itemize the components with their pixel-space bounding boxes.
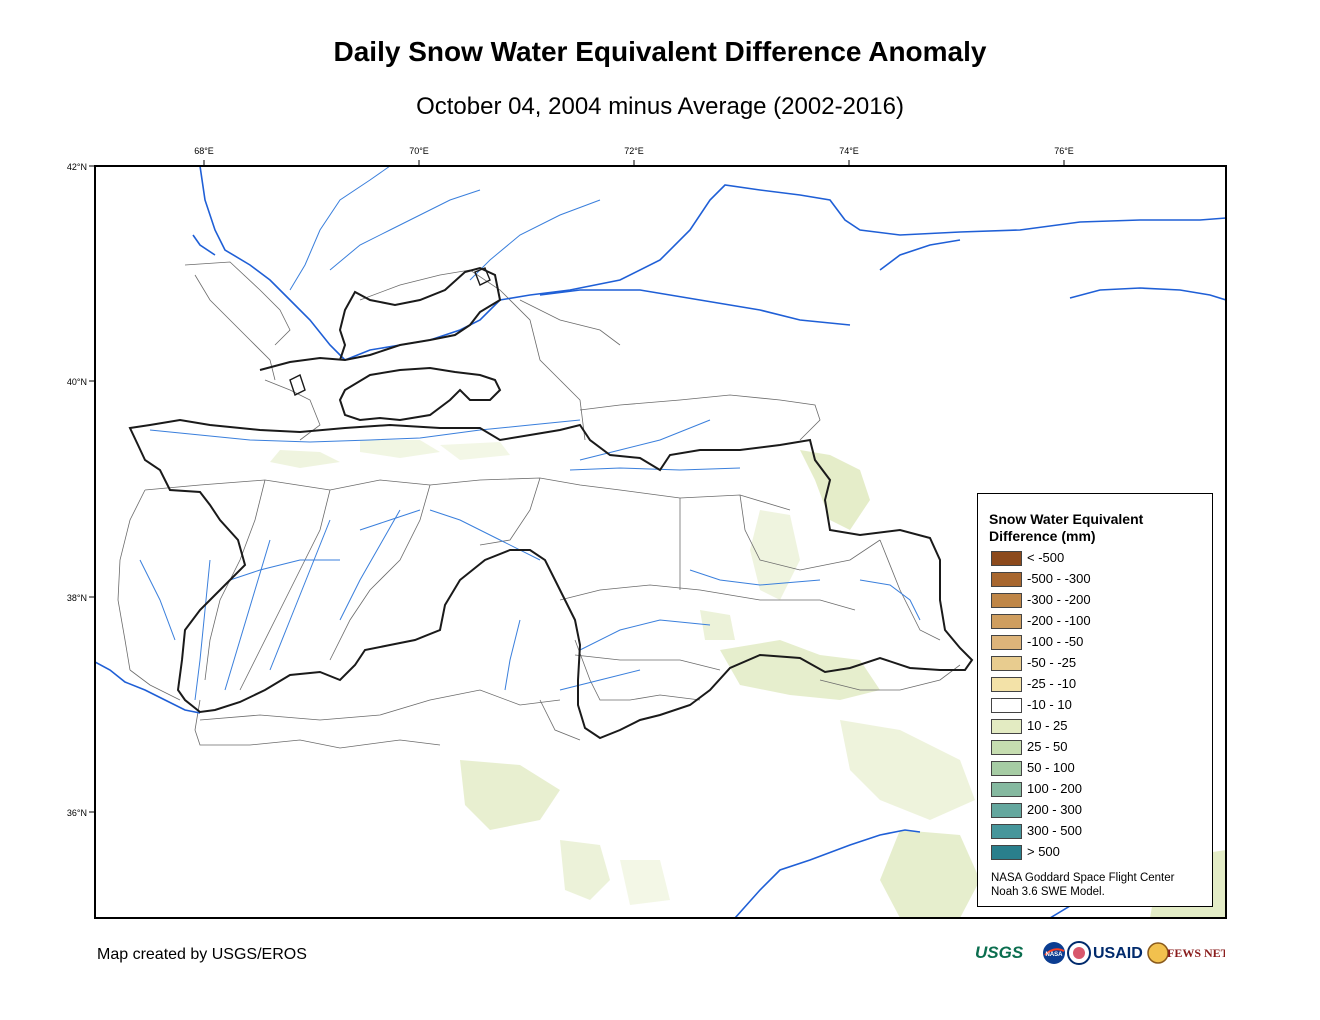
map-frame <box>94 165 1227 919</box>
legend-label: > 500 <box>1027 844 1060 859</box>
legend-box: Snow Water Equivalent Difference (mm) < … <box>977 493 1213 907</box>
usaid-logo: USAID <box>1067 941 1143 965</box>
lon-tick-label-72: 72°E <box>624 146 644 156</box>
lon-tick-label-70: 70°E <box>409 146 429 156</box>
legend-label: -25 - -10 <box>1027 676 1077 691</box>
tributaries <box>139 166 921 701</box>
usgs-logo-text: USGS <box>975 943 1024 962</box>
legend-title-line1: Snow Water Equivalent <box>989 511 1144 527</box>
legend-swatch <box>991 803 1022 818</box>
legend-swatch <box>991 719 1022 734</box>
legend-swatch <box>991 635 1022 650</box>
nasa-logo-text: NASA <box>1045 952 1063 958</box>
legend-swatch <box>991 824 1022 839</box>
map-title: Daily Snow Water Equivalent Difference A… <box>333 36 987 67</box>
legend-swatch <box>991 845 1022 860</box>
legend-label: -50 - -25 <box>1027 655 1077 670</box>
legend-label: 100 - 200 <box>1027 781 1082 796</box>
legend-label: -10 - 10 <box>1027 697 1072 712</box>
lat-tick-label-38: 38°N <box>67 593 87 603</box>
legend-swatch <box>991 677 1022 692</box>
legend-label: < -500 <box>1027 550 1065 565</box>
lon-tick-label-76: 76°E <box>1054 146 1074 156</box>
legend-label: 300 - 500 <box>1027 823 1082 838</box>
nasa-logo: NASA <box>1043 942 1065 964</box>
legend-label: 200 - 300 <box>1027 802 1082 817</box>
legend-swatch <box>991 614 1022 629</box>
credit-line1: NASA Goddard Space Flight Center <box>991 872 1175 884</box>
legend-title: Snow Water Equivalent Difference (mm) <box>989 511 1189 545</box>
lon-tick-label-68: 68°E <box>194 146 214 156</box>
credit-line2: Noah 3.6 SWE Model. <box>991 886 1105 898</box>
legend-swatch <box>991 656 1022 671</box>
legend-swatch <box>991 761 1022 776</box>
legend-swatch <box>991 551 1022 566</box>
legend-label: -300 - -200 <box>1027 592 1091 607</box>
usgs-logo: USGS <box>975 943 1024 962</box>
legend-label: -500 - -300 <box>1027 571 1091 586</box>
lon-tick-label-74: 74°E <box>839 146 859 156</box>
country-borders <box>128 266 974 740</box>
graticule-ticks <box>89 160 1065 813</box>
partner-logos: USGS NASA USAID FEWS NET <box>975 941 1225 965</box>
lat-tick-label-36: 36°N <box>67 808 87 818</box>
legend-label: -100 - -50 <box>1027 634 1084 649</box>
legend-label: -200 - -100 <box>1027 613 1091 628</box>
fews-net-logo: FEWS NET <box>1147 942 1225 964</box>
model-credit: NASA Goddard Space Flight Center Noah 3.… <box>991 871 1174 899</box>
map-credit: Map created by USGS/EROS <box>97 946 307 963</box>
legend-swatch <box>991 782 1022 797</box>
usaid-logo-text: USAID <box>1093 945 1143 962</box>
legend-swatch <box>991 593 1022 608</box>
rivers <box>95 166 1226 918</box>
legend-swatch <box>991 698 1022 713</box>
legend-label: 10 - 25 <box>1027 718 1068 733</box>
legend-label: 50 - 100 <box>1027 760 1075 775</box>
legend-swatch <box>991 740 1022 755</box>
lat-tick-label-42: 42°N <box>67 162 87 172</box>
legend-swatch <box>991 572 1022 587</box>
fews-net-logo-text: FEWS NET <box>1167 946 1225 960</box>
map-subtitle: October 04, 2004 minus Average (2002-201… <box>416 93 904 120</box>
legend-title-line2: Difference (mm) <box>989 528 1096 544</box>
lat-tick-label-40: 40°N <box>67 377 87 387</box>
legend-label: 25 - 50 <box>1027 739 1068 754</box>
